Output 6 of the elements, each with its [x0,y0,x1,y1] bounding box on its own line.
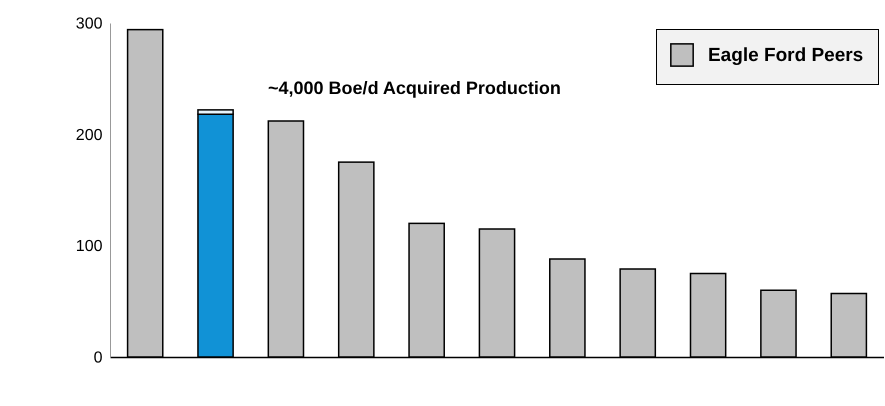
legend-label: Eagle Ford Peers [708,45,864,66]
y-tick-label: 300 [76,16,103,32]
y-tick-label: 0 [94,350,103,366]
y-tick-label: 200 [76,126,103,144]
y-tick-label: 100 [76,238,103,256]
annotation: ~4,000 Boe/d Acquired Production [268,78,561,98]
